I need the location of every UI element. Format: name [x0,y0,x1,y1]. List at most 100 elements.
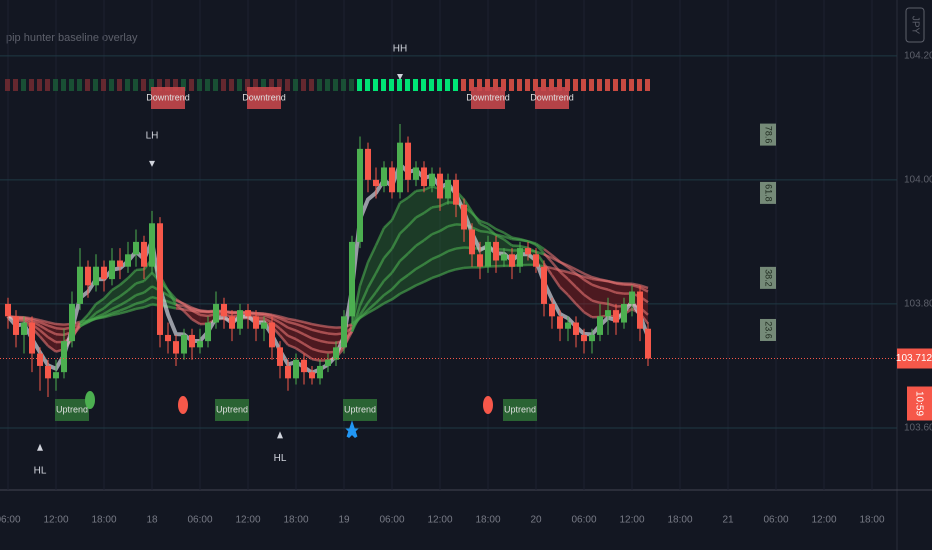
signal-square [365,79,370,91]
candle-body [629,291,635,304]
signal-square [277,79,282,91]
signal-square [141,79,146,91]
ema-line [79,319,89,328]
swing-arrow [149,160,155,167]
swing-label: HL [274,453,287,464]
signal-square [621,79,626,91]
ema-line [366,244,378,263]
swing-label: HH [393,44,407,55]
ema-line [295,329,305,336]
ribbon-fill [136,269,144,309]
ema-line [599,278,609,283]
signal-square [221,79,226,91]
ema-line [511,236,521,241]
signal-square [189,79,194,91]
signal-square [77,79,82,91]
ema-line [111,304,121,311]
ema-line [39,324,49,332]
ema-line [439,201,449,208]
ema-line [95,297,105,306]
ema-line [567,264,577,271]
candle-body [325,359,331,366]
ribbon-fill [296,320,304,354]
signal-square [565,79,570,91]
x-tick-label: 06:00 [379,515,404,526]
candle-body [245,310,251,317]
signal-square [245,79,250,91]
ema-line [79,313,89,324]
fib-box [760,318,776,341]
candle-body [541,266,547,304]
ema-line [303,333,313,340]
ema-line [607,279,617,285]
candle-body [365,148,371,180]
ema-line [39,335,49,347]
x-tick-label: 12:00 [43,515,68,526]
ema-line [279,321,289,329]
ema-line [86,303,98,316]
timer-box [907,386,932,421]
ema-line [567,278,577,288]
ema-line [55,332,65,337]
candle-body [501,254,507,261]
ema-line [311,337,321,343]
signal-square [629,79,634,91]
x-tick-label: 18:00 [475,515,500,526]
signal-square [437,79,442,91]
ema-line [487,222,497,231]
ribbon-fill [144,259,152,308]
currency: JPY [909,16,920,35]
signal-square [517,79,522,91]
signal-square [445,79,450,91]
signal-square [389,79,394,91]
ema-line [583,293,593,302]
signal-square [13,79,18,91]
signal-square [493,79,498,91]
signal-dot [483,396,493,414]
candle-body [125,254,131,267]
ema-line [303,320,313,326]
ema-line [551,261,561,273]
signal-square [421,79,426,91]
ema-line [503,238,513,247]
candle-body [69,303,75,342]
fib-box [760,123,776,146]
ema-line [591,275,601,281]
candle-body [173,341,179,354]
trend-label: Downtrend [242,92,286,102]
ema-line [479,219,489,226]
signal-square [405,79,410,91]
ema-line [567,294,577,305]
x-tick-label: 06:00 [571,515,596,526]
trend-label: Uptrend [344,404,376,414]
candle-body [341,316,347,348]
signal-square [453,79,458,91]
ema-line [455,266,465,271]
ema-line [175,303,185,313]
ema-line [367,307,377,315]
ema-line [503,248,513,252]
signal-square [181,79,186,91]
ema-line [358,287,370,307]
candle-body [205,322,211,342]
candle-body [389,167,395,193]
signal-square [45,79,50,91]
ema-line [175,298,185,306]
x-tick-label: 12:00 [427,515,452,526]
ema-line [127,302,137,309]
candle-body [557,316,563,329]
ema-line [447,247,457,253]
ema-line [167,305,177,310]
ribbon-fill [200,311,208,325]
candle-body [485,241,491,267]
ema-line [103,312,113,318]
ema-line [407,244,417,255]
signal-square [261,79,266,91]
ema-line [543,248,553,257]
ribbon-fill [304,322,312,360]
signal-square [5,79,10,91]
ema-line [279,334,289,346]
signal-square [101,79,106,91]
ema-line [95,307,105,315]
ema-line [31,317,41,322]
